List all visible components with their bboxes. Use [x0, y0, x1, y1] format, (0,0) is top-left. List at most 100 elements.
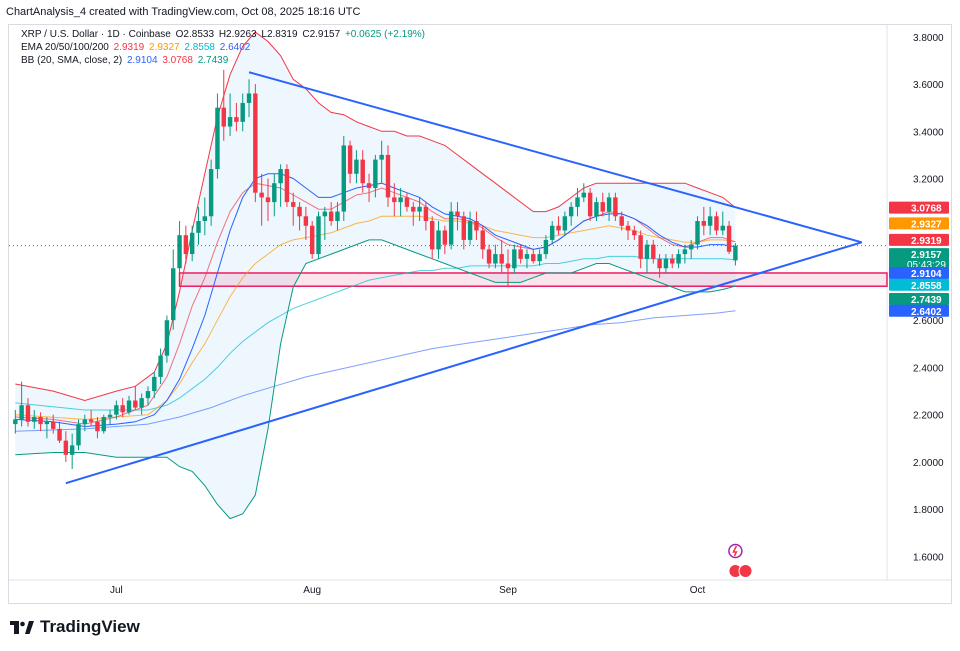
candle	[240, 93, 245, 132]
candle-body	[202, 216, 208, 222]
candle-body	[82, 419, 88, 425]
legend-bb-lower-value: 2.7439	[197, 55, 229, 66]
candle-body	[246, 93, 252, 103]
candle-body	[341, 145, 346, 212]
price-tick-label: 1.8000	[913, 505, 944, 516]
legend-bb-row[interactable]: BB (20, SMA, close, 2) 2.9104 3.0768 2.7…	[21, 55, 230, 66]
candle-body	[95, 421, 100, 432]
price-tick-label: 3.4000	[913, 127, 944, 138]
legend-high: H2.9263	[218, 29, 257, 40]
candle-body	[164, 320, 170, 356]
candle	[76, 419, 81, 451]
candle-body	[234, 117, 239, 122]
candle	[215, 93, 220, 179]
candle	[145, 386, 151, 406]
candle-body	[651, 244, 656, 259]
candle-body	[707, 216, 713, 226]
candle	[171, 249, 176, 330]
candle-body	[518, 249, 523, 259]
legend-ema200-value: 2.6402	[219, 42, 251, 53]
time-tick-label: Oct	[690, 585, 706, 596]
candle-body	[88, 419, 94, 422]
price-pill: 2.7439	[889, 292, 949, 306]
candle	[550, 221, 555, 245]
candle	[670, 254, 675, 269]
candle-body	[347, 145, 353, 174]
candle	[253, 84, 258, 203]
candle	[429, 216, 435, 259]
candle	[733, 243, 738, 266]
legend-bb-upper-value: 3.0768	[162, 55, 193, 66]
candle-body	[581, 192, 587, 198]
candle	[120, 398, 125, 418]
candle-body	[171, 268, 176, 321]
candle-body	[486, 249, 492, 264]
candle	[38, 412, 43, 432]
price-pill-bg	[889, 233, 949, 246]
candle	[682, 244, 688, 264]
candle-body	[524, 254, 530, 259]
price-pill-bg	[889, 217, 949, 230]
candle	[688, 239, 694, 259]
candle	[246, 79, 252, 118]
price-tick-label: 2.0000	[913, 458, 944, 469]
tradingview-logo[interactable]: TradingView	[10, 617, 140, 637]
candle-body	[227, 117, 233, 127]
candle-body	[720, 225, 725, 231]
candle	[436, 221, 441, 259]
chart-canvas[interactable]: 3.80003.60003.40003.20003.00002.80002.60…	[9, 25, 951, 603]
price-pill-countdown: 05:43:29	[907, 260, 946, 271]
candle-body	[189, 232, 195, 255]
price-pill-bg	[889, 201, 949, 214]
legend-ema100-value: 2.8558	[184, 42, 215, 53]
legend-ema-label: EMA 20/50/100/200	[21, 42, 109, 53]
candle	[373, 154, 378, 198]
candle-body	[309, 225, 315, 255]
candle-body	[177, 235, 182, 269]
candle	[152, 372, 157, 399]
chart-credit: ChartAnalysis_4 created with TradingView…	[6, 6, 361, 18]
candle	[524, 249, 530, 269]
candle	[651, 239, 656, 264]
legend-symbol-row[interactable]: XRP / U.S. Dollar · 1D · Coinbase O2.853…	[21, 29, 427, 40]
candle-body	[322, 211, 328, 217]
candle	[411, 202, 416, 226]
candle	[44, 417, 50, 439]
candle	[272, 173, 277, 217]
candle	[594, 197, 599, 222]
candle-body	[695, 221, 700, 245]
candle-body	[25, 405, 31, 422]
candle	[562, 211, 568, 236]
candle	[455, 202, 460, 231]
price-pill-label: 2.9157	[911, 250, 942, 261]
legend-ema-row[interactable]: EMA 20/50/100/200 2.9319 2.9327 2.8558 2…	[21, 42, 252, 53]
candle-body	[303, 216, 309, 226]
candle	[625, 221, 631, 240]
candle-body	[505, 263, 511, 269]
candle-body	[493, 254, 498, 264]
candle	[404, 192, 410, 212]
bollinger-band-fill	[15, 32, 736, 519]
candle-body	[152, 376, 157, 392]
candle-body	[120, 405, 125, 413]
price-pill-label: 2.6402	[911, 307, 942, 318]
candle	[587, 187, 593, 222]
candle	[265, 178, 271, 222]
legend-low: L2.8319	[261, 29, 298, 40]
candle-body	[644, 244, 650, 259]
price-tick-label: 3.8000	[913, 33, 944, 44]
candle-body	[676, 254, 681, 264]
candle-body	[670, 258, 675, 264]
candle-body	[328, 211, 334, 222]
candle-body	[13, 419, 18, 425]
candle	[600, 192, 605, 217]
candle-body	[145, 391, 151, 399]
candle-body	[619, 216, 624, 226]
candle	[493, 244, 498, 269]
candle-body	[291, 202, 296, 207]
candle	[278, 164, 283, 207]
chart-frame[interactable]: 3.80003.60003.40003.20003.00002.80002.60…	[8, 24, 952, 604]
candle	[208, 159, 214, 226]
candle	[474, 211, 479, 240]
candle-body	[392, 197, 397, 203]
